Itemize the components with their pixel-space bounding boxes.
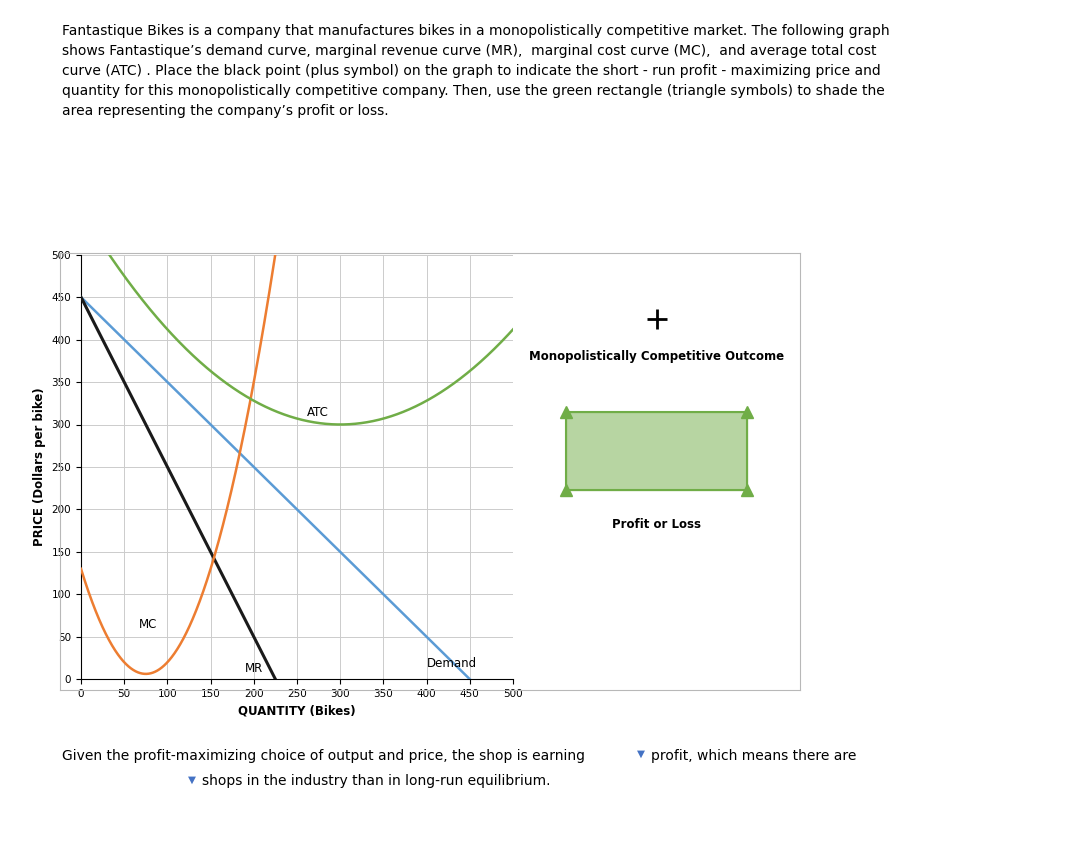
Text: Profit or Loss: Profit or Loss bbox=[612, 518, 701, 531]
Text: shops in the industry than in long-run equilibrium.: shops in the industry than in long-run e… bbox=[202, 774, 551, 788]
Text: ▼: ▼ bbox=[188, 774, 195, 784]
Text: Fantastique Bikes is a company that manufactures bikes in a monopolistically com: Fantastique Bikes is a company that manu… bbox=[62, 24, 889, 118]
Text: ATC: ATC bbox=[308, 406, 329, 419]
X-axis label: QUANTITY (Bikes): QUANTITY (Bikes) bbox=[239, 705, 355, 717]
Y-axis label: PRICE (Dollars per bike): PRICE (Dollars per bike) bbox=[33, 388, 46, 546]
Text: Monopolistically Competitive Outcome: Monopolistically Competitive Outcome bbox=[529, 350, 784, 363]
Text: MC: MC bbox=[139, 618, 158, 632]
Text: Given the profit-maximizing choice of output and price, the shop is earning: Given the profit-maximizing choice of ou… bbox=[62, 749, 584, 762]
Text: profit, which means there are: profit, which means there are bbox=[651, 749, 856, 762]
Text: ▼: ▼ bbox=[637, 749, 645, 759]
Polygon shape bbox=[566, 413, 747, 491]
Text: MR: MR bbox=[245, 662, 264, 676]
Text: Demand: Demand bbox=[427, 657, 476, 671]
